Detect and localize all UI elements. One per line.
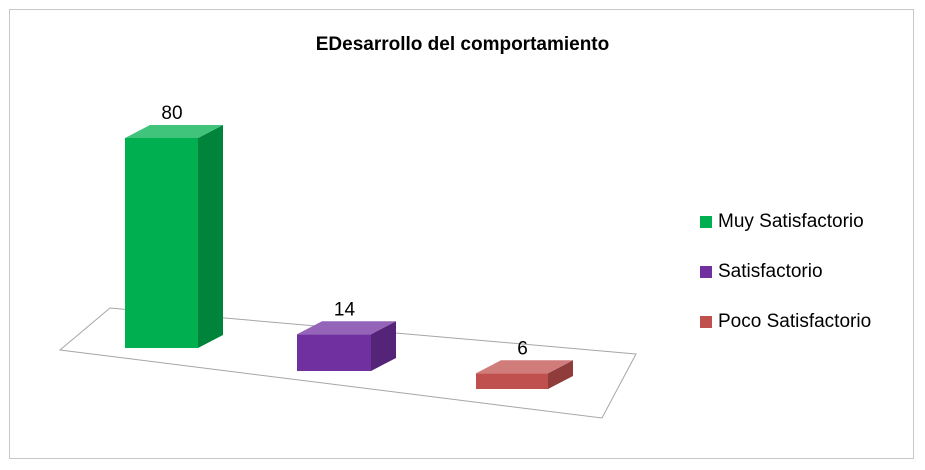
legend-label: Satisfactorio	[718, 261, 823, 282]
chart-legend: Muy Satisfactorio Satisfactorio Poco Sat…	[700, 209, 871, 359]
data-label: 6	[517, 338, 528, 359]
data-label: 14	[334, 299, 356, 320]
legend-label: Muy Satisfactorio	[718, 211, 864, 232]
bar-top-face	[125, 125, 223, 138]
legend-item: Satisfactorio	[700, 259, 871, 285]
bar	[476, 360, 573, 389]
bar-top-face	[476, 360, 573, 374]
legend-swatch	[700, 216, 712, 228]
chart-title: EDesarrollo del comportamiento	[315, 34, 610, 55]
bar-side-face	[371, 321, 396, 371]
bar-side-face	[198, 125, 223, 348]
bar-side-face	[548, 360, 573, 389]
bar-front-face	[125, 138, 198, 348]
data-label: 80	[161, 103, 182, 124]
legend-item: Poco Satisfactorio	[700, 309, 871, 335]
bar-front-face	[476, 373, 548, 389]
bar	[297, 321, 396, 371]
bar-top-face	[297, 321, 396, 335]
legend-item: Muy Satisfactorio	[700, 209, 871, 235]
bar-front-face	[297, 334, 371, 371]
legend-swatch	[700, 316, 712, 328]
bar	[125, 125, 223, 348]
legend-swatch	[700, 266, 712, 278]
legend-label: Poco Satisfactorio	[718, 311, 872, 332]
